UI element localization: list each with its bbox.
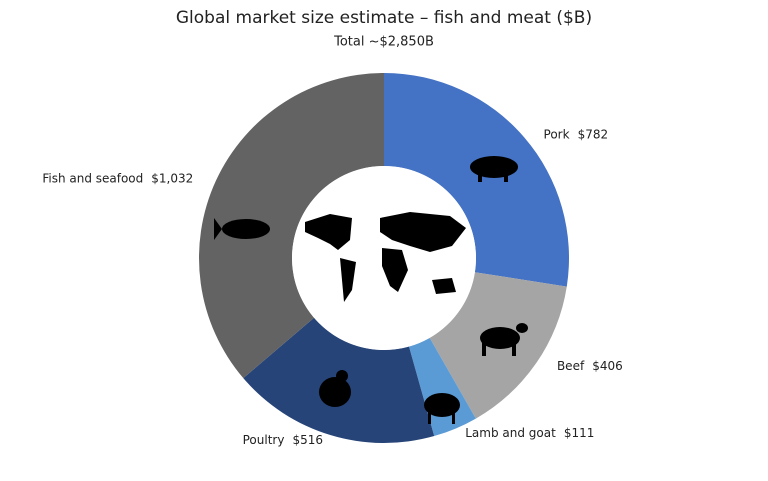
slice-label: Poultry $516 (243, 432, 323, 446)
value-label: $516 (292, 432, 323, 446)
slice-label: Beef $406 (557, 358, 623, 372)
value-label: $782 (578, 127, 609, 141)
slice-label: Fish and seafood $1,032 (42, 171, 193, 185)
value-label: $406 (592, 358, 623, 372)
slice-label: Pork $782 (544, 127, 609, 141)
slice (408, 337, 476, 437)
category-label: Beef (557, 358, 585, 372)
labels: Pork $782 Beef $406 Lamb and goat $111 Poultry… (42, 127, 622, 446)
category-label: Fish and seafood (42, 171, 143, 185)
chart-subtitle: Total ~$2,850B (333, 35, 434, 50)
category-label: Lamb and goat (465, 426, 556, 440)
slice-label: Lamb and goat $111 (465, 426, 594, 440)
value-label: $111 (564, 426, 595, 440)
chart-title: Global market size estimate – fish and m… (176, 8, 592, 28)
world-map (305, 212, 466, 302)
category-label: Pork (544, 127, 570, 141)
slice (384, 73, 570, 287)
animal-icons (214, 156, 528, 424)
slice (199, 73, 384, 379)
value-label: $1,032 (151, 171, 193, 185)
category-label: Poultry (243, 432, 285, 446)
